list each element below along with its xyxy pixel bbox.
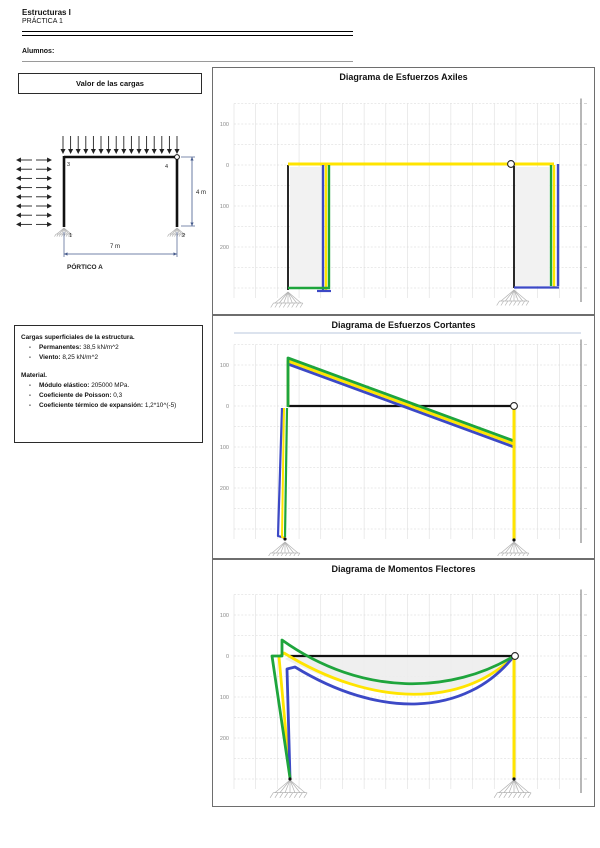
svg-text:100: 100 (220, 695, 229, 701)
portal-frame-svg: 3 4 1 2 4 m 7 m PÓRTICO A (16, 136, 206, 271)
svg-text:4: 4 (165, 164, 168, 170)
svg-text:100: 100 (220, 363, 229, 369)
surface-loads-title: Cargas superficiales de la estructura. (21, 334, 135, 341)
svg-text:PÓRTICO A: PÓRTICO A (67, 262, 103, 271)
svg-text:200: 200 (220, 245, 229, 251)
material-item-poisson: - Coeficiente de Poisson: 0,3 (21, 391, 196, 401)
portal-frame-diagram: 3 4 1 2 4 m 7 m PÓRTICO A (5, 110, 210, 295)
svg-text:0: 0 (226, 163, 229, 169)
svg-text:200: 200 (220, 736, 229, 742)
material-title: Material. (21, 371, 47, 379)
svg-text:3: 3 (67, 162, 70, 168)
svg-text:7 m: 7 m (110, 244, 120, 250)
shear-chart-svg: 100 0 100 200 (220, 332, 587, 556)
shear-chart-title: Diagrama de Esfuerzos Cortantes (331, 320, 476, 330)
bullet-dash: - (28, 343, 32, 351)
svg-text:200: 200 (220, 486, 229, 492)
svg-text:2: 2 (182, 233, 185, 239)
course-title: Estructuras I (22, 8, 71, 17)
bullet-dash: - (28, 401, 32, 409)
material-item-thermal: - Coeficiente térmico de expansión: 1,2*… (21, 401, 196, 411)
material-label: Coeficiente de Poisson: (39, 391, 112, 399)
bullet-dash: - (28, 381, 32, 389)
svg-text:1: 1 (69, 233, 72, 239)
structure-info-box: Cargas superficiales de la estructura. -… (14, 325, 203, 443)
bullet-dash: - (28, 353, 32, 361)
material-value: 0,3 (113, 391, 123, 399)
svg-text:100: 100 (220, 613, 229, 619)
svg-text:0: 0 (226, 654, 229, 660)
bullet-dash: - (28, 391, 32, 399)
svg-text:0: 0 (226, 404, 229, 410)
svg-text:100: 100 (220, 204, 229, 210)
students-line (22, 61, 353, 62)
bending-moment-chart: Diagrama de Momentos Flectores 100 0 100 20… (212, 559, 595, 807)
material-value: 205000 MPa. (91, 381, 130, 389)
load-label: Viento: (39, 353, 61, 361)
material-value: 1,2*10^(-5) (144, 401, 177, 409)
shear-force-chart: Diagrama de Esfuerzos Cortantes 100 0 100 2… (212, 315, 595, 559)
svg-text:100: 100 (220, 445, 229, 451)
axial-force-chart: Diagrama de Esfuerzos Axiles 100 0 100 200 (212, 67, 595, 315)
axial-chart-title: Diagrama de Esfuerzos Axiles (339, 72, 468, 82)
material-label: Coeficiente térmico de expansión: (39, 401, 144, 409)
load-value: 38,5 kN/m^2 (83, 343, 119, 351)
load-value: 8,25 kN/m^2 (62, 353, 99, 361)
svg-text:100: 100 (220, 122, 229, 128)
loads-value-title: Valor de las cargas (76, 79, 144, 88)
loads-value-box: Valor de las cargas (18, 73, 202, 94)
practice-subtitle: PRÁCTICA 1 (22, 18, 63, 25)
header-divider (22, 31, 353, 36)
svg-text:4 m: 4 m (196, 190, 206, 196)
material-item-elastic-modulus: - Módulo elástico: 205000 MPa. (21, 381, 196, 391)
moment-chart-svg: 100 0 100 200 (220, 589, 587, 799)
students-label: Alumnos: (22, 48, 55, 55)
load-item-wind: - Viento: 8,25 kN/m^2 (21, 353, 196, 363)
material-label: Módulo elástico: (39, 381, 90, 389)
moment-chart-title: Diagrama de Momentos Flectores (331, 564, 476, 574)
load-item-permanent: - Permanentes: 38,5 kN/m^2 (21, 343, 196, 353)
load-label: Permanentes: (39, 343, 82, 351)
axial-chart-svg: 100 0 100 200 (220, 98, 587, 308)
